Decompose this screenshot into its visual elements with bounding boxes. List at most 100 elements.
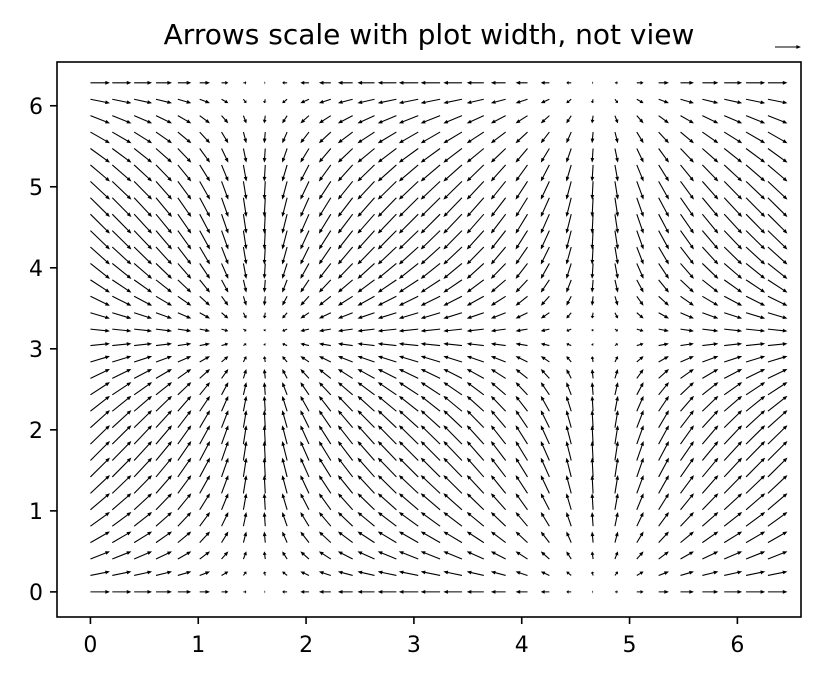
quiver-arrow: [357, 531, 375, 544]
quiver-arrow: [490, 342, 506, 347]
quiver-arrow: [337, 410, 354, 429]
quiver-arrow: [90, 493, 110, 511]
quiver-arrow: [566, 80, 572, 85]
quiver-arrow: [636, 295, 644, 306]
quiver-arrow: [614, 342, 618, 347]
quiver-arrow: [540, 197, 550, 218]
quiver-arrow: [723, 475, 743, 494]
quiver-arrow: [155, 531, 172, 544]
quiver-arrow: [199, 80, 211, 85]
quiver-arrow: [614, 410, 619, 428]
quiver-arrow: [242, 164, 248, 182]
quiver-arrow: [242, 368, 247, 379]
x-tick-label: 5: [623, 633, 637, 658]
quiver-arrow: [318, 263, 332, 279]
arrow-field: [90, 80, 788, 594]
quiver-arrow: [177, 571, 192, 576]
quiver-arrow: [221, 164, 229, 182]
quiver-arrow: [565, 246, 572, 265]
quiver-arrow: [658, 382, 669, 396]
quiver-arrow: [90, 395, 110, 412]
quiver-arrow: [133, 131, 153, 144]
quiver-arrow: [466, 382, 485, 396]
y-axis-ticks: 0 1 2 3 4 5 6: [29, 95, 57, 606]
quiver-arrow: [318, 148, 332, 163]
quiver-arrow: [377, 342, 397, 347]
quiver-arrow: [357, 263, 375, 279]
quiver-arrow: [702, 131, 719, 144]
x-tick-label: 0: [83, 633, 97, 658]
quiver-arrow: [90, 355, 110, 363]
quiver-arrow: [262, 148, 267, 163]
quiver-arrow: [767, 441, 788, 461]
quiver-arrow: [614, 368, 619, 379]
quiver-arrow: [357, 441, 375, 461]
quiver-arrow: [420, 531, 441, 544]
quiver-arrow: [636, 493, 644, 510]
quiver-arrow: [177, 164, 192, 182]
quiver-arrow: [723, 410, 743, 429]
quiver-arrow: [337, 356, 353, 363]
quiver-arrow: [262, 312, 267, 319]
quiver-arrow: [658, 475, 669, 494]
quiver-arrow: [540, 115, 550, 124]
quiver-arrow: [701, 395, 719, 412]
quiver-arrow: [701, 148, 719, 163]
quiver-arrow: [515, 312, 528, 319]
quiver-arrow: [614, 312, 619, 319]
quiver-arrow: [614, 571, 619, 576]
quiver-arrow: [221, 441, 229, 461]
quiver-arrow: [337, 457, 354, 478]
quiver-arrow: [515, 368, 528, 379]
quiver-arrow: [337, 382, 354, 396]
quiver-arrow: [466, 197, 485, 218]
quiver-arrow: [221, 279, 229, 293]
quiver-arrow: [745, 355, 766, 363]
quiver-arrow: [242, 382, 248, 395]
quiver-arrow: [221, 425, 229, 445]
quiver-arrow: [540, 356, 550, 363]
quiver-arrow: [221, 181, 229, 200]
quiver-arrow: [767, 213, 788, 234]
quiver-arrow: [565, 475, 572, 494]
quiver-arrow: [515, 246, 528, 265]
quiver-arrow: [242, 312, 247, 319]
quiver-arrow: [398, 164, 419, 182]
quiver-arrow: [540, 312, 550, 319]
quiver-arrow: [111, 263, 132, 279]
quiver-arrow: [614, 164, 619, 182]
quiver-arrow: [590, 441, 595, 461]
quiver-arrow: [702, 312, 719, 319]
quiver-arrow: [466, 80, 484, 85]
quiver-arrow: [420, 368, 441, 379]
quiver-arrow: [155, 164, 172, 182]
quiver-arrow: [199, 475, 211, 494]
quiver-arrow: [658, 197, 669, 218]
quiver-arrow: [443, 395, 463, 412]
quiver-arrow: [155, 589, 172, 594]
quiver-arrow: [420, 98, 441, 105]
quiver-arrow: [133, 295, 153, 306]
quiver-arrow: [466, 279, 485, 293]
quiver-arrow: [243, 342, 247, 347]
quiver-arrow: [398, 342, 419, 347]
quiver-arrow: [590, 214, 595, 234]
quiver-arrow: [242, 279, 248, 293]
quiver-arrow: [420, 342, 441, 347]
quiver-arrow: [155, 80, 172, 85]
quiver-arrow: [337, 570, 353, 576]
quiver-arrow: [337, 475, 354, 494]
quiver-arrow: [490, 475, 507, 494]
quiver-arrow: [614, 80, 618, 85]
quiver-arrow: [377, 475, 397, 494]
quiver-arrow: [590, 197, 595, 218]
quiver-arrow: [221, 263, 229, 279]
quiver-arrow: [540, 164, 550, 182]
quiver-arrow: [466, 441, 485, 461]
quiver-arrow: [377, 355, 397, 363]
quiver-arrow: [199, 410, 211, 428]
quiver-arrow: [590, 99, 595, 104]
quiver-arrow: [221, 115, 229, 124]
quiver-arrow: [357, 425, 375, 445]
quiver-arrow: [490, 410, 507, 429]
